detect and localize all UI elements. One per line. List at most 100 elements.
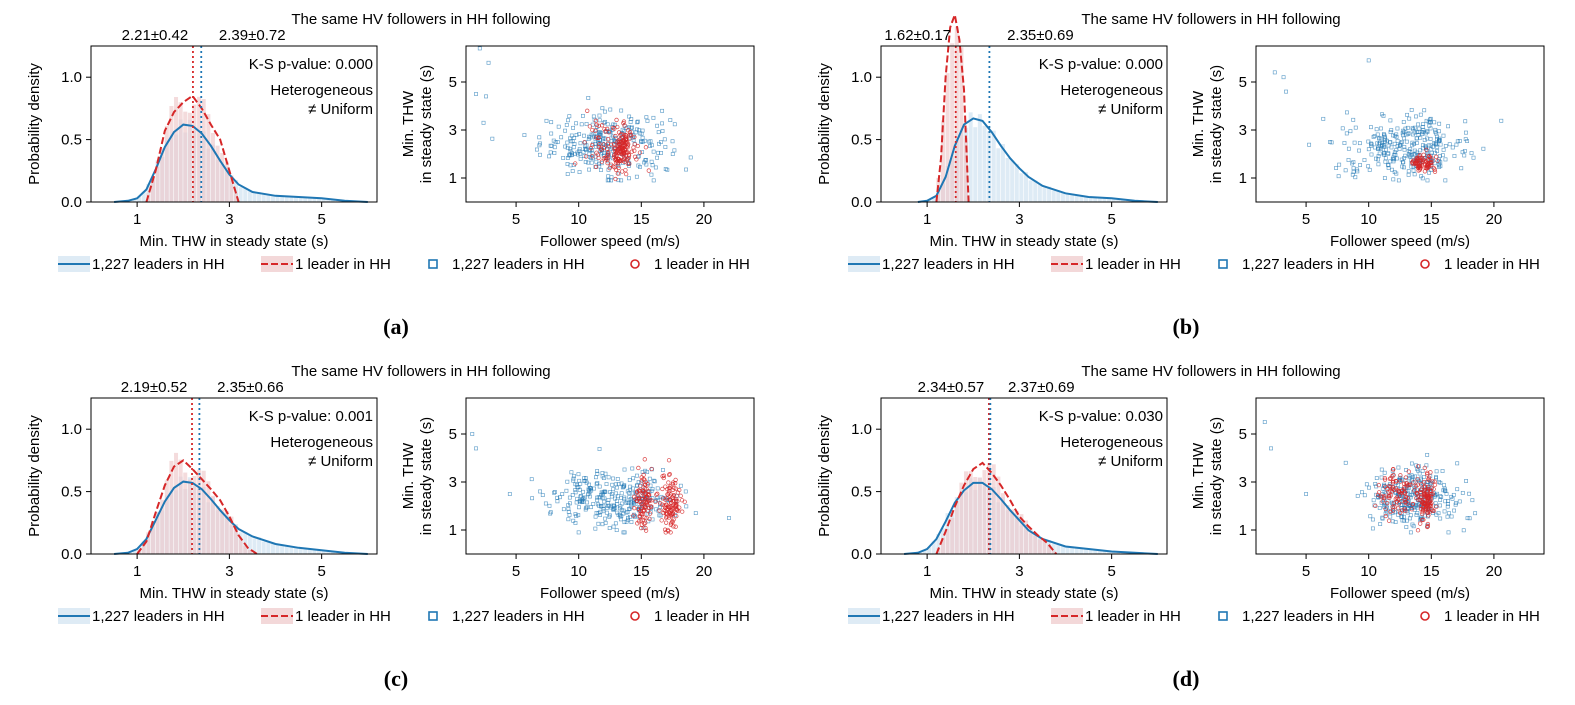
hist-bar-red bbox=[1047, 544, 1052, 554]
scatter-point-blue bbox=[1438, 498, 1443, 502]
scatter-point-blue bbox=[594, 482, 599, 487]
scatter-point-blue bbox=[615, 477, 620, 481]
hist-bar-red bbox=[977, 477, 982, 554]
scatter-point-red bbox=[1392, 504, 1397, 510]
scatter-point-blue bbox=[537, 143, 542, 148]
scatter-point-red bbox=[1419, 482, 1424, 487]
scatter-point-blue bbox=[566, 118, 570, 123]
scatter-xtick-label: 5 bbox=[512, 563, 520, 580]
scatter-point-red bbox=[587, 124, 593, 129]
scatter-point-red bbox=[1435, 158, 1440, 163]
hist-bar-blue bbox=[968, 112, 973, 202]
scatter-point-blue bbox=[1399, 514, 1404, 519]
scatter-point-red bbox=[1414, 157, 1420, 163]
scatter-point-blue bbox=[1355, 493, 1360, 498]
scatter-point-blue bbox=[1396, 465, 1401, 470]
legend-label-scatter-blue: 1,227 leaders in HH bbox=[452, 256, 585, 273]
stat-red: 1.62±0.17 bbox=[884, 27, 951, 44]
scatter-point-blue bbox=[622, 520, 627, 525]
hist-bar-blue bbox=[146, 183, 151, 202]
scatter-point-blue bbox=[1400, 160, 1405, 165]
scatter-point-blue bbox=[586, 137, 591, 141]
scatter-point-red bbox=[647, 516, 652, 521]
scatter-point-red bbox=[1383, 513, 1388, 519]
hist-xtick-label: 3 bbox=[225, 563, 233, 580]
scatter-point-blue bbox=[608, 107, 613, 112]
scatter-point-blue bbox=[1357, 141, 1362, 146]
scatter-point-red bbox=[623, 140, 628, 146]
scatter-point-red bbox=[1412, 488, 1417, 493]
scatter-point-red bbox=[1425, 509, 1431, 515]
hist-bar-blue bbox=[1024, 172, 1029, 202]
scatter-point-blue bbox=[1374, 156, 1378, 161]
scatter-point-red bbox=[1401, 481, 1407, 486]
scatter-point-red bbox=[674, 513, 679, 519]
panel-title: The same HV followers in HH following bbox=[291, 363, 550, 380]
scatter-point-blue bbox=[1350, 161, 1355, 166]
scatter-point-blue bbox=[639, 139, 644, 143]
scatter-point-blue bbox=[563, 128, 567, 133]
scatter-point-red bbox=[663, 511, 669, 516]
scatter-point-blue bbox=[1421, 143, 1425, 148]
scatter-point-blue bbox=[657, 513, 662, 518]
scatter-point-red bbox=[1434, 504, 1439, 509]
scatter-point-blue bbox=[1395, 126, 1400, 131]
scatter-point-blue bbox=[574, 133, 579, 137]
scatter-point-red bbox=[637, 488, 642, 494]
scatter-point-red bbox=[1426, 158, 1431, 163]
scatter-point-blue bbox=[625, 489, 630, 494]
scatter-point-blue bbox=[1403, 126, 1408, 131]
scatter-point-red bbox=[1429, 485, 1434, 490]
scatter-point-red bbox=[1418, 494, 1424, 499]
scatter-point-blue bbox=[644, 162, 649, 167]
scatter-point-red bbox=[622, 123, 627, 128]
hist-bar-red bbox=[959, 482, 964, 554]
scatter-point-red bbox=[1418, 521, 1423, 526]
scatter-point-red bbox=[643, 525, 648, 531]
scatter-point-blue bbox=[1367, 485, 1371, 490]
scatter-point-red bbox=[668, 514, 674, 519]
scatter-point-red bbox=[1430, 491, 1436, 497]
scatter-point-blue bbox=[1350, 172, 1355, 177]
scatter-point-blue bbox=[555, 140, 560, 144]
hist-ylabel: Probability density bbox=[816, 63, 833, 185]
scatter-point-blue bbox=[565, 145, 570, 150]
hist-bar-blue bbox=[973, 127, 978, 202]
scatter-point-blue bbox=[1304, 492, 1308, 496]
scatter-point-red bbox=[1402, 484, 1407, 490]
scatter-point-blue bbox=[573, 512, 578, 517]
scatter-point-red bbox=[629, 149, 635, 154]
scatter-point-blue bbox=[668, 118, 673, 122]
scatter-point-blue bbox=[1397, 147, 1402, 152]
scatter-point-red bbox=[678, 493, 683, 498]
scatter-point-blue bbox=[1455, 461, 1460, 466]
hist-bar-blue bbox=[326, 198, 331, 202]
hist-bar-red bbox=[174, 452, 179, 554]
scatter-point-red bbox=[660, 474, 665, 479]
scatter-point-red bbox=[1432, 169, 1438, 174]
scatter-point-red bbox=[626, 141, 631, 147]
scatter-point-red bbox=[1424, 147, 1429, 152]
scatter-point-red bbox=[1413, 483, 1419, 489]
scatter-point-red bbox=[634, 157, 639, 162]
scatter-xlabel: Follower speed (m/s) bbox=[540, 585, 680, 602]
scatter-ytick-label: 1 bbox=[1239, 522, 1247, 539]
scatter-point-red bbox=[601, 142, 606, 147]
scatter-point-red bbox=[634, 498, 640, 504]
scatter-point-blue bbox=[596, 130, 601, 135]
scatter-point-red bbox=[599, 159, 604, 164]
hist-bar-blue bbox=[1074, 195, 1079, 202]
scatter-point-red bbox=[1415, 477, 1420, 482]
scatter-point-red bbox=[671, 524, 676, 529]
scatter-point-blue bbox=[576, 513, 581, 518]
scatter-point-blue bbox=[1434, 476, 1438, 481]
scatter-point-blue bbox=[643, 158, 648, 163]
scatter-point-red bbox=[1394, 495, 1399, 500]
scatter-point-red bbox=[1410, 161, 1415, 166]
scatter-point-red bbox=[1391, 478, 1396, 483]
scatter-point-blue bbox=[1418, 135, 1423, 140]
scatter-point-blue bbox=[1443, 499, 1448, 504]
scatter-point-blue bbox=[656, 130, 661, 135]
hist-bar-blue bbox=[261, 541, 266, 554]
scatter-point-blue bbox=[618, 512, 622, 517]
